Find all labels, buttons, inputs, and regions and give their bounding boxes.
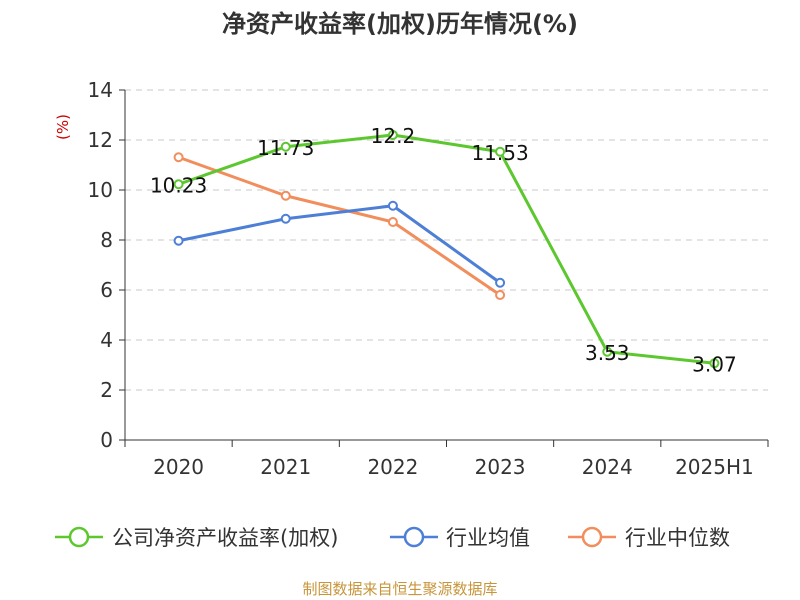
x-tick-label: 2022 <box>367 455 418 479</box>
y-tick-label: 4 <box>100 328 113 352</box>
data-point <box>495 277 506 288</box>
series-line <box>178 155 501 297</box>
data-label: 3.07 <box>692 352 737 376</box>
data-point <box>280 213 291 224</box>
legend-label: 行业均值 <box>446 526 530 550</box>
data-point <box>173 179 184 190</box>
x-tick-label: 2023 <box>475 455 526 479</box>
y-tick-label: 2 <box>100 378 113 402</box>
data-point <box>709 358 720 369</box>
legend-marker <box>403 526 425 548</box>
data-point <box>387 217 398 227</box>
x-tick-label: 2024 <box>582 455 633 479</box>
data-point <box>280 141 291 152</box>
y-axis-label: (%) <box>54 114 72 140</box>
y-tick-label: 0 <box>100 428 113 452</box>
x-tick-label: 2021 <box>260 455 311 479</box>
legend-label: 行业中位数 <box>625 526 730 550</box>
data-labels: 10.23 11.73 12.2 11.53 3.53 3.07 <box>150 124 737 376</box>
data-label: 11.73 <box>257 136 314 160</box>
data-point <box>173 235 184 246</box>
data-label: 11.53 <box>471 141 528 165</box>
axes: 0 2 4 6 8 10 12 14 2020 2021 2022 2023 2024 2025H1 <box>88 78 769 479</box>
data-point <box>280 190 291 201</box>
series-lines <box>173 130 720 369</box>
legend: 公司净资产收益率(加权) 行业均值 行业中位数 <box>55 526 730 550</box>
chart-title: 净资产收益率(加权)历年情况(%) <box>222 10 578 38</box>
data-label: 12.2 <box>371 124 416 148</box>
data-point <box>387 200 398 211</box>
data-point <box>495 290 506 300</box>
y-tick-label: 8 <box>100 228 113 252</box>
y-tick-label: 14 <box>88 78 113 102</box>
legend-label: 公司净资产收益率(加权) <box>112 526 338 550</box>
data-label: 3.53 <box>585 341 630 365</box>
y-tick-label: 6 <box>100 278 113 302</box>
legend-marker <box>581 526 603 548</box>
data-label: 10.23 <box>150 173 207 197</box>
x-tick-label: 2025H1 <box>675 455 754 479</box>
series-line <box>178 204 501 284</box>
x-tick-label: 2020 <box>153 455 204 479</box>
data-point <box>602 346 613 357</box>
gridlines <box>125 89 768 391</box>
y-tick-label: 10 <box>88 178 113 202</box>
source-note: 制图数据来自恒生聚源数据库 <box>302 580 497 598</box>
data-point <box>387 130 398 140</box>
series-line <box>178 133 715 365</box>
legend-marker <box>68 526 90 548</box>
data-point <box>173 152 184 163</box>
y-tick-label: 12 <box>88 128 113 152</box>
data-point <box>495 146 506 157</box>
